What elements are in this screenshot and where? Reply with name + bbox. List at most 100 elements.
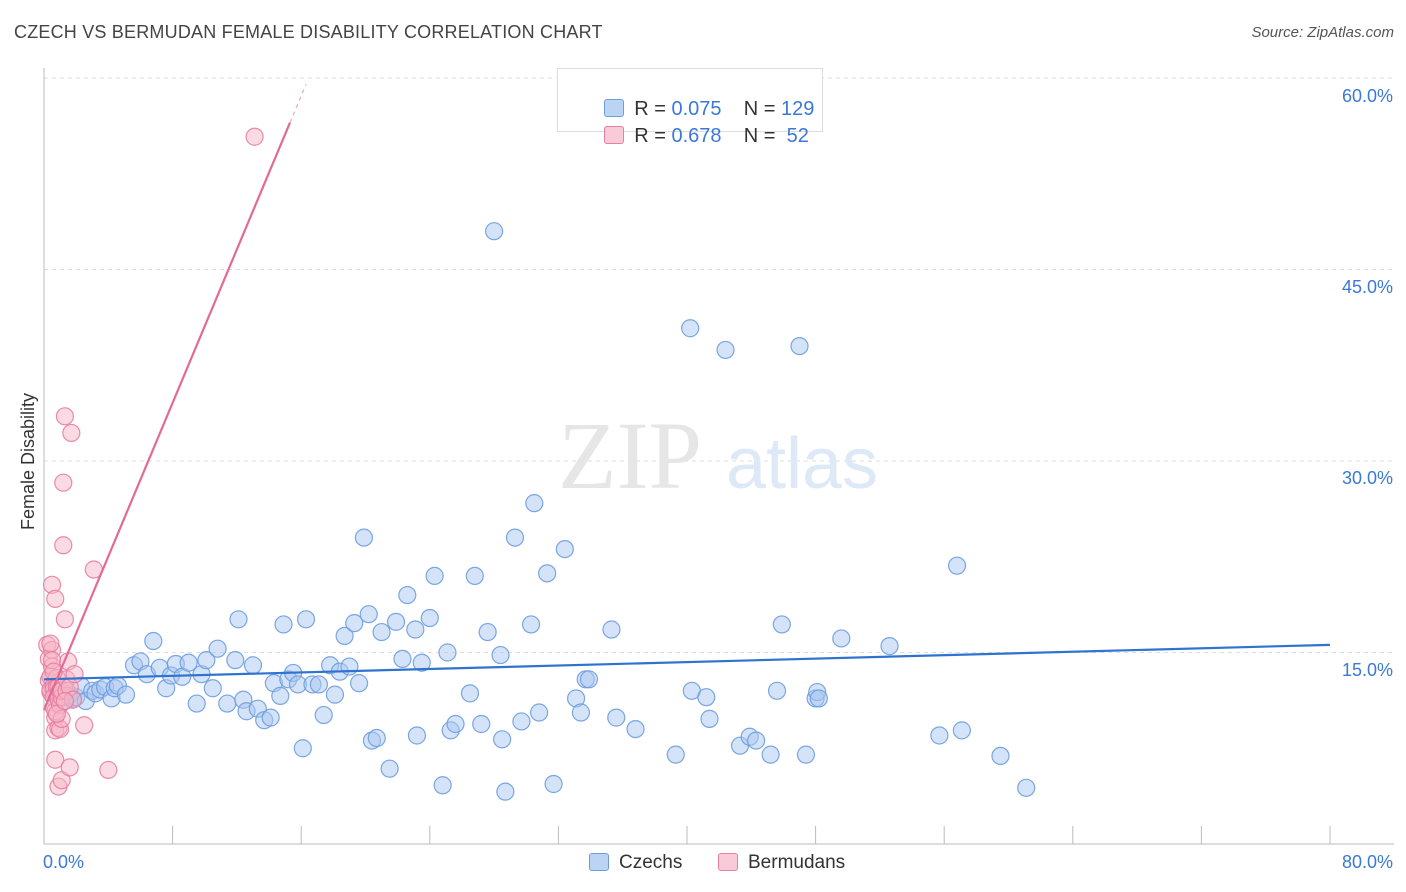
czech-point-50 bbox=[309, 675, 328, 694]
legend-r-czechs: 0.075 bbox=[671, 98, 722, 120]
czech-point-48 bbox=[296, 610, 316, 629]
czech-point-47 bbox=[293, 739, 312, 758]
czech-point-66 bbox=[393, 649, 412, 668]
bottom-legend-czechs: Czechs bbox=[589, 852, 682, 874]
czech-series bbox=[44, 222, 1036, 801]
czech-point-104 bbox=[700, 709, 719, 728]
watermark-atlas: atlas bbox=[726, 424, 878, 504]
czech-point-27 bbox=[187, 694, 206, 713]
czech-point-87 bbox=[521, 615, 541, 634]
legend-swatch-bermudans bbox=[604, 126, 625, 144]
bermudan-point-31 bbox=[54, 536, 73, 555]
czech-point-42 bbox=[271, 686, 290, 706]
bottom-legend-swatch-bermudans bbox=[718, 853, 738, 871]
czech-point-64 bbox=[380, 759, 399, 778]
bottom-legend-bermudans: Bermudans bbox=[718, 852, 845, 874]
czech-point-67 bbox=[398, 585, 417, 605]
legend-row-bermudans: R = 0.678 N = 52 bbox=[582, 102, 809, 147]
czech-point-56 bbox=[340, 657, 359, 676]
czech-point-43 bbox=[274, 615, 293, 634]
x-tick-label-min: 0.0% bbox=[43, 852, 85, 872]
bermudan-point-45 bbox=[245, 127, 264, 146]
czech-point-26 bbox=[179, 653, 198, 672]
czech-point-62 bbox=[367, 728, 386, 748]
correlation-legend: R = 0.075 N = 129 R = 0.678 N = 52 bbox=[557, 68, 823, 147]
czech-point-40 bbox=[261, 708, 280, 727]
czech-point-96 bbox=[579, 670, 599, 689]
czech-point-88 bbox=[525, 494, 544, 513]
czech-point-74 bbox=[438, 643, 457, 662]
czech-point-72 bbox=[425, 566, 444, 586]
czech-point-105 bbox=[716, 340, 735, 360]
czech-point-31 bbox=[208, 639, 227, 658]
czech-point-119 bbox=[930, 726, 949, 745]
czech-point-100 bbox=[666, 745, 685, 764]
czech-point-116 bbox=[809, 689, 828, 708]
czech-point-86 bbox=[512, 712, 531, 731]
czech-point-69 bbox=[407, 726, 427, 745]
czech-point-71 bbox=[420, 608, 439, 628]
czech-point-123 bbox=[1017, 778, 1036, 797]
bermudan-series bbox=[38, 127, 264, 796]
czech-point-65 bbox=[386, 612, 406, 631]
czech-point-81 bbox=[485, 222, 504, 241]
axes bbox=[43, 68, 1394, 845]
czech-point-113 bbox=[796, 745, 816, 764]
czech-point-16 bbox=[116, 685, 136, 704]
source-label: Source: ZipAtlas.com bbox=[1251, 24, 1394, 41]
czech-point-58 bbox=[349, 674, 369, 693]
czech-point-84 bbox=[496, 782, 515, 801]
czech-point-53 bbox=[325, 685, 345, 704]
watermark-zip: ZIP bbox=[558, 402, 702, 509]
czech-point-89 bbox=[530, 703, 549, 722]
bermudan-point-39 bbox=[60, 758, 79, 777]
bermudan-trend-extension bbox=[289, 84, 307, 123]
czech-point-76 bbox=[446, 714, 465, 734]
legend-n-bermudans: 52 bbox=[781, 125, 809, 147]
czech-point-57 bbox=[345, 614, 364, 633]
bermudan-point-42 bbox=[75, 716, 94, 735]
czech-point-70 bbox=[412, 653, 431, 672]
czech-point-59 bbox=[354, 528, 373, 547]
bermudan-point-40 bbox=[62, 423, 81, 443]
czech-point-73 bbox=[433, 776, 452, 795]
bermudan-point-49 bbox=[55, 691, 74, 711]
bermudan-point-32 bbox=[54, 473, 73, 492]
bermudan-point-44 bbox=[99, 760, 118, 780]
czech-point-103 bbox=[697, 688, 716, 707]
czech-point-121 bbox=[952, 721, 971, 740]
czech-point-55 bbox=[335, 626, 354, 646]
y-tick-label-45: 45.0% bbox=[1341, 277, 1393, 297]
czech-point-91 bbox=[544, 774, 563, 794]
czech-point-97 bbox=[602, 620, 621, 639]
chart-title: CZECH VS BERMUDAN FEMALE DISABILITY CORR… bbox=[14, 22, 603, 42]
czech-point-83 bbox=[493, 730, 512, 749]
czech-point-85 bbox=[505, 528, 525, 547]
grid-lines bbox=[44, 77, 1394, 653]
czech-point-60 bbox=[359, 605, 378, 624]
czech-point-29 bbox=[197, 651, 216, 670]
czech-trend-line bbox=[43, 643, 1331, 681]
czech-point-68 bbox=[406, 620, 425, 639]
czech-point-78 bbox=[465, 566, 484, 586]
y-tick-label-30: 30.0% bbox=[1341, 468, 1393, 488]
czech-point-118 bbox=[880, 637, 899, 656]
bermudan-point-17 bbox=[46, 589, 65, 608]
czech-point-120 bbox=[947, 556, 967, 575]
czech-point-94 bbox=[571, 703, 591, 722]
czech-point-33 bbox=[226, 651, 245, 670]
czech-point-92 bbox=[555, 539, 574, 559]
czech-point-108 bbox=[747, 731, 766, 750]
czech-point-79 bbox=[472, 714, 491, 734]
czech-point-101 bbox=[681, 319, 700, 338]
legend-swatch-czechs bbox=[604, 99, 625, 117]
bermudan-point-46 bbox=[41, 634, 60, 653]
czech-point-122 bbox=[991, 746, 1010, 766]
czech-point-20 bbox=[144, 631, 163, 651]
trend-lines bbox=[42, 84, 1331, 711]
czech-point-98 bbox=[607, 708, 626, 727]
czech-point-51 bbox=[314, 705, 333, 725]
czech-point-80 bbox=[478, 622, 497, 642]
czech-point-63 bbox=[372, 622, 391, 642]
